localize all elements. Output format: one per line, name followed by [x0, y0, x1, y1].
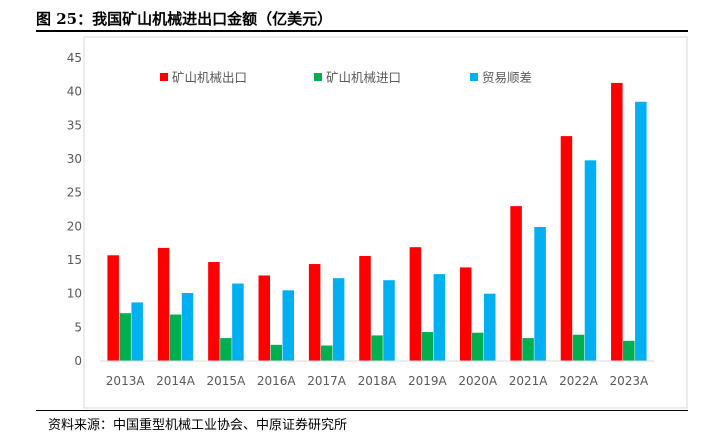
- y-tick-label: 45: [67, 51, 82, 65]
- bar-矿山机械进口-2021A: [522, 338, 534, 361]
- chart-frame: [83, 36, 688, 409]
- bar-贸易顺差-2023A: [635, 101, 647, 362]
- bar-矿山机械出口-2022A: [560, 136, 573, 361]
- bar-矿山机械进口-2023A: [623, 340, 635, 361]
- bar-矿山机械进口-2015A: [220, 338, 232, 361]
- title-divider: [36, 30, 688, 32]
- y-tick-label: 15: [67, 253, 82, 267]
- y-tick-label: 5: [74, 320, 82, 334]
- bar-贸易顺差-2016A: [282, 290, 295, 361]
- bar-矿山机械进口-2022A: [572, 334, 585, 361]
- bar-矿山机械出口-2021A: [510, 206, 522, 361]
- bar-贸易顺差-2017A: [332, 278, 345, 361]
- bar-矿山机械出口-2016A: [258, 275, 271, 361]
- bar-贸易顺差-2015A: [232, 283, 244, 361]
- bar-贸易顺差-2013A: [131, 302, 143, 361]
- bar-矿山机械进口-2018A: [371, 335, 383, 361]
- source-divider: [36, 410, 688, 411]
- y-tick-label: 35: [67, 118, 82, 132]
- bar-矿山机械进口-2013A: [119, 313, 131, 361]
- bar-贸易顺差-2022A: [584, 160, 597, 361]
- bar-矿山机械进口-2019A: [421, 332, 434, 361]
- bar-贸易顺差-2020A: [483, 293, 496, 361]
- legend-label: 矿山机械进口: [326, 70, 401, 85]
- legend-swatch: [470, 73, 478, 81]
- x-tick-label: 2015A: [207, 374, 247, 388]
- bar-矿山机械进口-2016A: [270, 344, 283, 361]
- x-tick-label: 2014A: [156, 374, 196, 388]
- bar-矿山机械进口-2017A: [320, 345, 333, 361]
- bar-矿山机械进口-2014A: [169, 314, 182, 361]
- y-tick-label: 20: [67, 219, 82, 233]
- x-tick-label: 2019A: [408, 374, 448, 388]
- y-axis-ticks: 0 5 10 15 20 25 30 35 40 45: [67, 51, 82, 368]
- bar-贸易顺差-2018A: [383, 280, 395, 361]
- y-tick-label: 25: [67, 186, 82, 200]
- x-tick-label: 2018A: [358, 374, 398, 388]
- x-tick-label: 2021A: [509, 374, 549, 388]
- y-tick-label: 30: [67, 152, 82, 166]
- x-tick-label: 2017A: [307, 374, 347, 388]
- legend-swatch: [314, 73, 322, 81]
- bar-贸易顺差-2019A: [433, 274, 446, 361]
- bar-矿山机械出口-2020A: [459, 267, 472, 361]
- x-tick-label: 2016A: [257, 374, 297, 388]
- legend: 矿山机械出口 矿山机械进口 贸易顺差: [160, 70, 532, 85]
- y-tick-label: 40: [67, 85, 82, 99]
- bar-贸易顺差-2014A: [181, 292, 194, 361]
- bar-矿山机械出口-2015A: [208, 262, 220, 361]
- figure-title: 图 25：我国矿山机械进出口金额（亿美元）: [36, 10, 333, 28]
- x-tick-label: 2013A: [106, 374, 146, 388]
- y-tick-label: 10: [67, 287, 82, 301]
- x-tick-label: 2022A: [559, 374, 599, 388]
- bar-贸易顺差-2021A: [534, 227, 546, 361]
- bar-矿山机械出口-2013A: [107, 255, 119, 361]
- bar-矿山机械出口-2014A: [157, 247, 170, 361]
- bar-矿山机械出口-2017A: [308, 264, 321, 361]
- legend-label: 矿山机械出口: [172, 70, 247, 85]
- bars: [107, 82, 647, 362]
- x-tick-label: 2023A: [609, 374, 649, 388]
- y-tick-label: 0: [74, 354, 82, 368]
- bar-矿山机械出口-2023A: [611, 82, 623, 361]
- legend-label: 贸易顺差: [482, 70, 532, 85]
- x-axis-ticks: 2013A 2014A 2015A 2016A 2017A 2018A 2019A 2020A…: [106, 374, 649, 388]
- bar-矿山机械进口-2020A: [471, 332, 484, 361]
- legend-swatch: [160, 73, 168, 81]
- bar-矿山机械出口-2018A: [359, 255, 371, 361]
- x-tick-label: 2020A: [458, 374, 498, 388]
- source-note: 资料来源：中国重型机械工业协会、中原证券研究所: [48, 418, 348, 433]
- bar-矿山机械出口-2019A: [409, 247, 422, 361]
